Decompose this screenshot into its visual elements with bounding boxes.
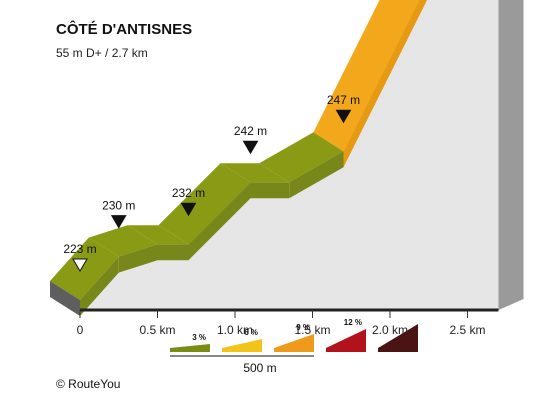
profile-end-wall <box>498 0 524 310</box>
credit-text: © RouteYou <box>56 377 120 391</box>
profile-start-cap <box>50 281 80 316</box>
profile-top-segment <box>158 163 251 245</box>
profile-side-face <box>80 0 499 310</box>
profile-front-segment <box>118 244 158 273</box>
chart-title: CÔTÉ D'ANTISNES <box>56 20 192 38</box>
gradient-legend: 3 % 6 % 9 % 12 % 500 m <box>170 318 418 375</box>
elevation-label: 242 m <box>234 124 267 138</box>
profile-top-segment <box>220 163 290 183</box>
scale-label: 500 m <box>243 361 276 375</box>
x-tick-label: 0.5 km <box>139 323 175 337</box>
legend-swatch <box>326 329 366 352</box>
profile-top-segment <box>127 225 189 245</box>
endpoint-marker-icon <box>72 258 88 272</box>
chart-subtitle: 55 m D+ / 2.7 km <box>56 46 148 60</box>
x-tick-label: 2.0 km <box>372 323 408 337</box>
legend-swatch <box>274 334 314 352</box>
x-tick-label: 0 <box>77 323 84 337</box>
legend-swatch <box>170 344 210 352</box>
elevation-marker: 242 m <box>234 124 267 155</box>
point-marker-icon <box>335 109 352 124</box>
profile-top-segment <box>50 237 119 300</box>
profile-top-segment <box>259 132 344 183</box>
x-tick-label: 1.5 km <box>294 323 330 337</box>
elevation-label: 223 m <box>63 242 96 256</box>
legend-label: 9 % <box>296 323 310 332</box>
legend-label: 12 % <box>344 318 362 327</box>
x-tick-label: 2.5 km <box>449 323 485 337</box>
profile-top-segment <box>88 225 158 257</box>
profile-front-segment <box>157 244 189 261</box>
elevation-marker: 223 m <box>63 242 97 272</box>
elevation-label: 232 m <box>172 186 205 200</box>
profile-front-segment <box>250 182 290 199</box>
elevation-marker: 247 m <box>327 93 360 124</box>
x-tick-label: 1.0 km <box>217 323 253 337</box>
legend-label: 6 % <box>244 328 258 337</box>
profile-front-segment <box>289 151 344 199</box>
point-marker-icon <box>110 215 127 229</box>
elevation-label: 230 m <box>102 199 135 213</box>
legend-label: 3 % <box>192 333 206 342</box>
point-marker-icon <box>242 140 259 155</box>
elevation-label: 247 m <box>327 93 360 107</box>
point-marker-icon <box>180 202 197 217</box>
elevation-marker: 232 m <box>172 186 205 217</box>
profile-front-segment <box>80 256 119 316</box>
legend-swatch <box>378 324 418 352</box>
legend-swatch <box>222 339 262 352</box>
profile-front-segment <box>343 0 428 168</box>
profile-front-segment <box>188 182 251 261</box>
x-axis: 0 0.5 km 1.0 km 1.5 km 2.0 km 2.5 km <box>77 310 486 337</box>
elevation-marker: 230 m <box>102 199 135 229</box>
